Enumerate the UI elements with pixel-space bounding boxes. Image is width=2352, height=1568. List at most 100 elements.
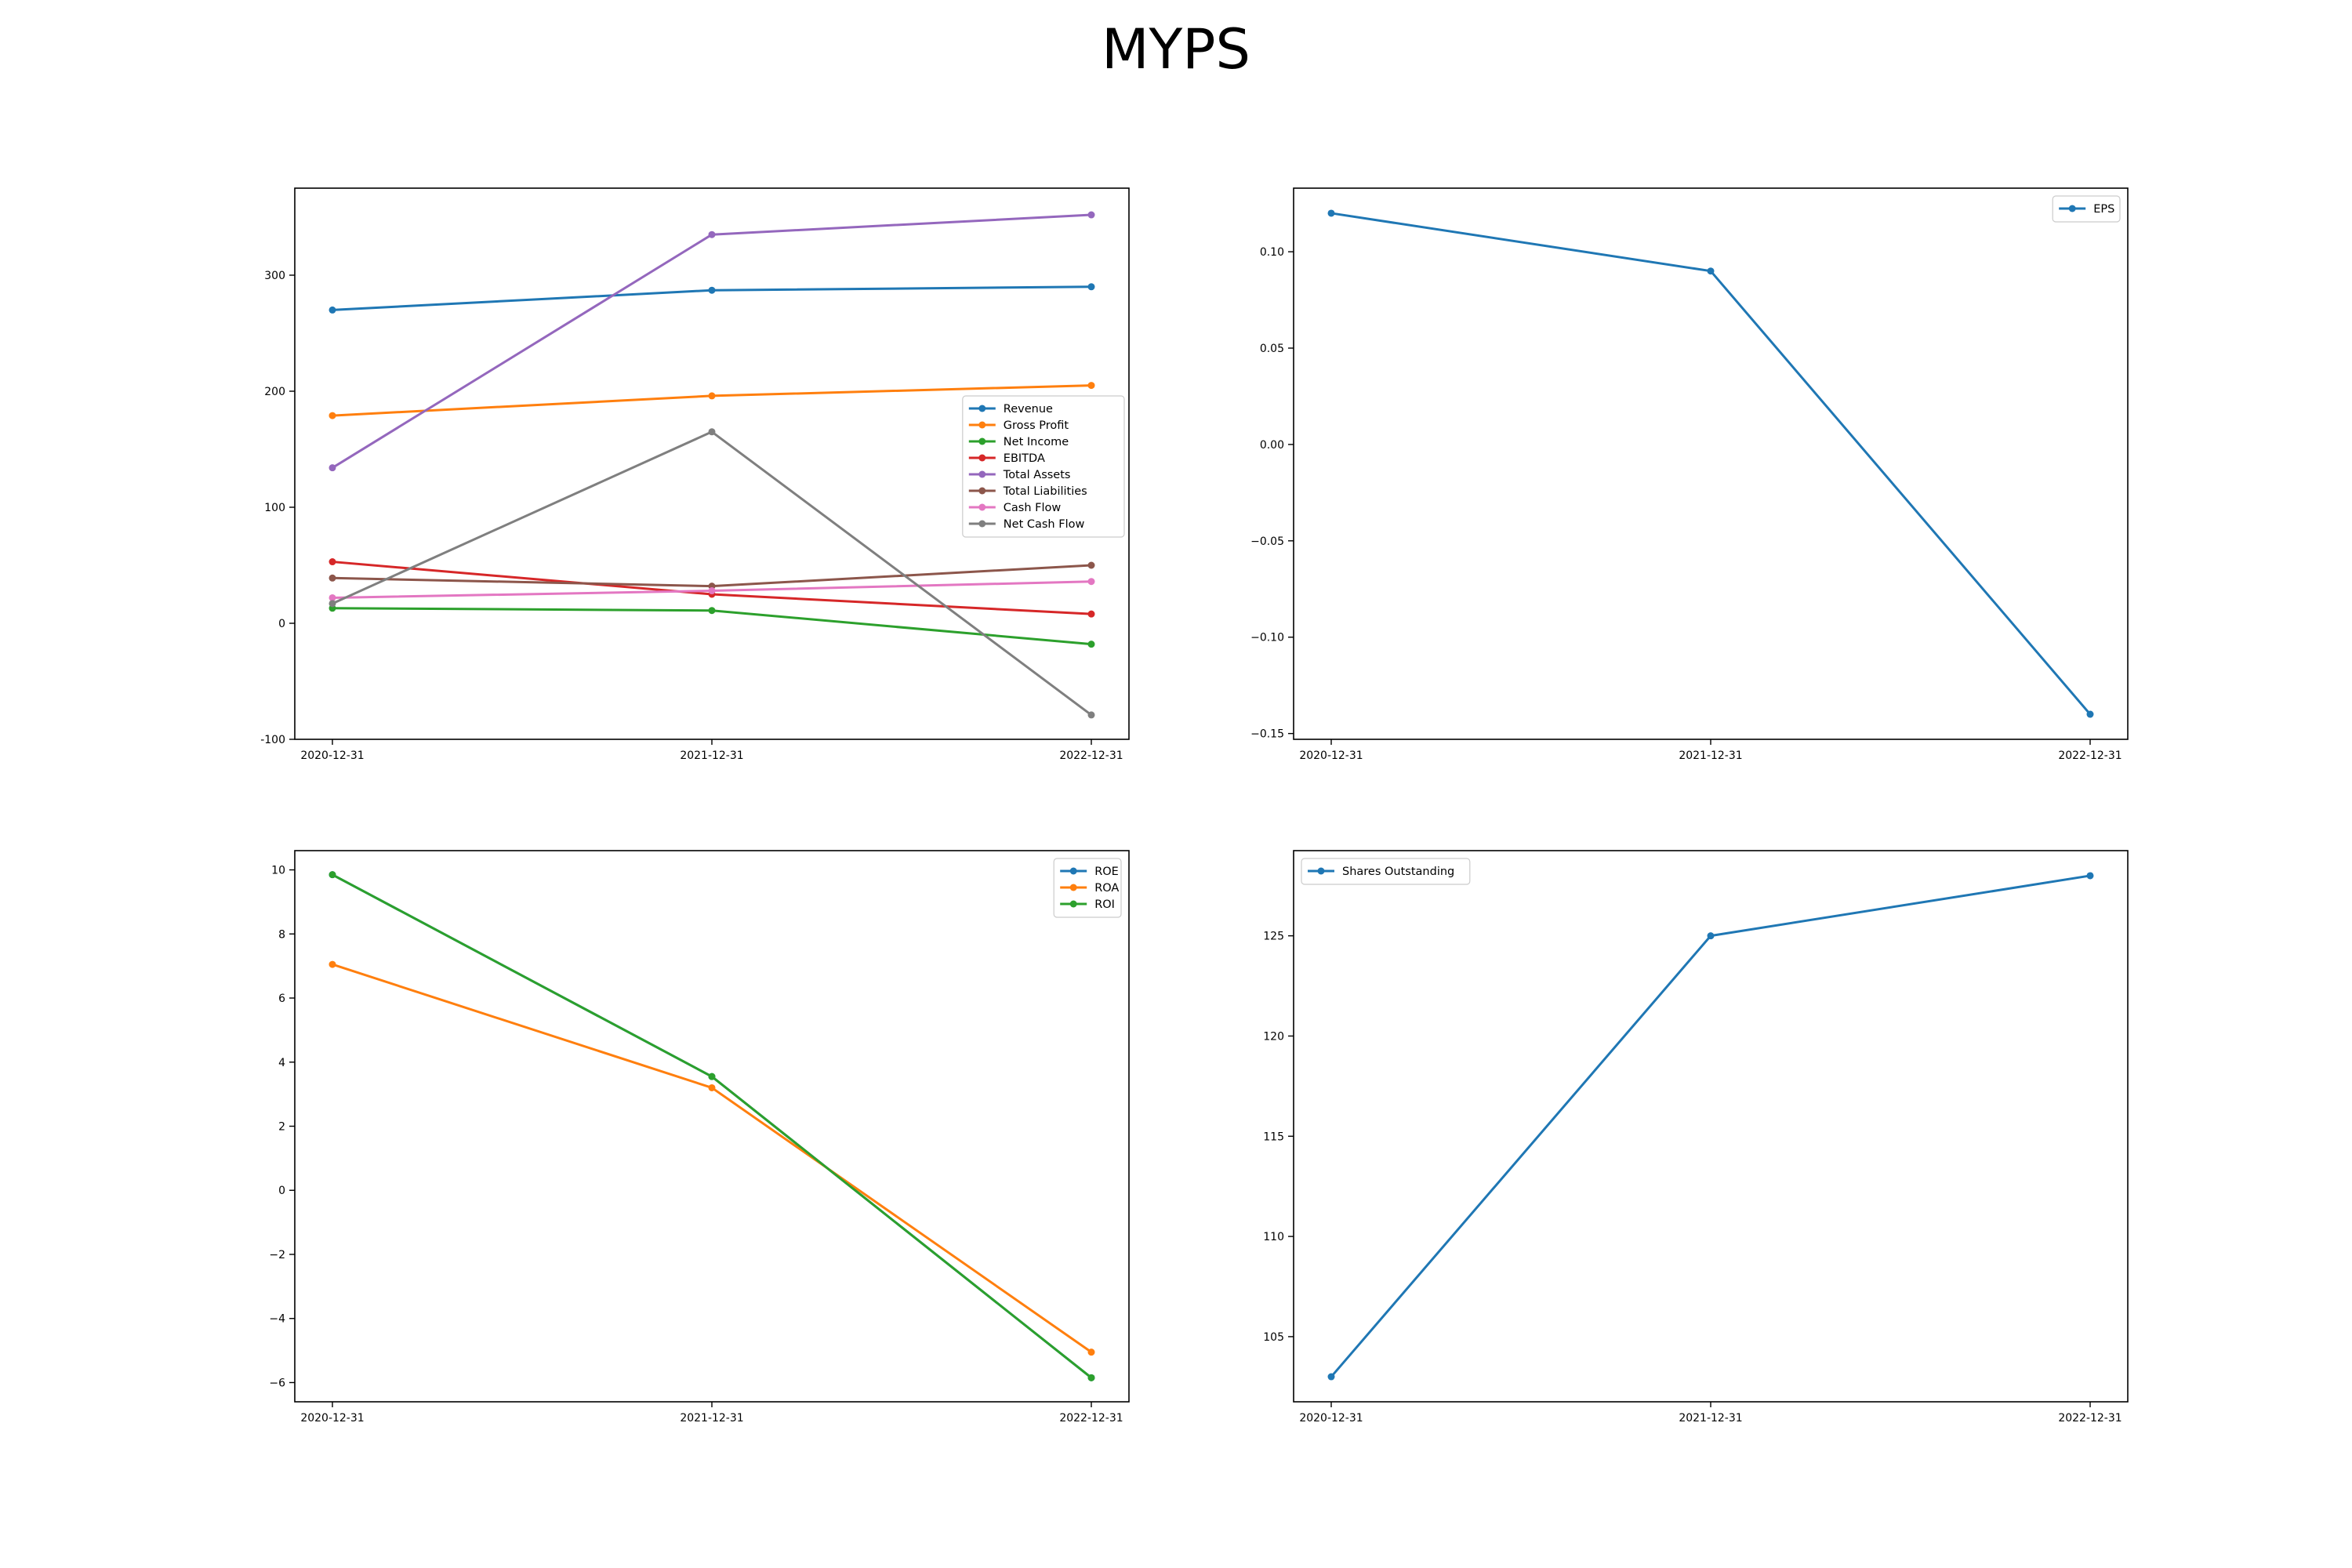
ratios-legend-label: ROA	[1094, 882, 1119, 895]
eps-x-tick-label: 2021-12-31	[1679, 750, 1742, 762]
financials-data-point	[1087, 211, 1095, 219]
eps-y-tick-label: 0.05	[1260, 343, 1284, 355]
financials-data-point	[708, 607, 716, 615]
shares-x-tick-label: 2020-12-31	[1299, 1412, 1363, 1425]
financials-legend-marker	[978, 487, 986, 495]
financials-data-point	[708, 230, 716, 238]
financials-data-point	[1087, 711, 1095, 719]
ratios-y-tick-label: −4	[269, 1313, 285, 1326]
financials-legend-label: Net Cash Flow	[1004, 518, 1085, 531]
financials-legend-label: Net Income	[1004, 436, 1069, 448]
financials-data-point	[328, 464, 336, 472]
shares-legend-marker	[1317, 867, 1325, 875]
shares-legend-box	[1301, 858, 1471, 885]
ratios-y-tick-label: 6	[278, 993, 285, 1005]
shares-y-tick-label: 115	[1263, 1131, 1284, 1143]
ratios-x-tick-label: 2021-12-31	[680, 1412, 743, 1425]
eps-data-point	[1327, 209, 1335, 217]
ratios-legend-marker	[1069, 900, 1077, 908]
ratios-y-tick-label: 0	[278, 1185, 285, 1197]
shares-series-line	[1330, 874, 2091, 1378]
financials-y-tick-label: 200	[264, 386, 285, 398]
shares-data-point	[1707, 932, 1715, 940]
financials-x-tick-label: 2022-12-31	[1059, 750, 1123, 762]
ratios-series-line	[332, 873, 1092, 1379]
ratios-data-point	[1087, 1374, 1095, 1381]
financials-data-point	[1087, 578, 1095, 586]
financials-legend-marker	[978, 454, 986, 462]
eps-legend: EPS	[2052, 195, 2121, 223]
financials-legend-box	[962, 395, 1125, 538]
ratios-x-tick-label: 2022-12-31	[1059, 1412, 1123, 1425]
financials-data-point	[708, 587, 716, 595]
financials-data-point	[1087, 561, 1095, 569]
ratios-x-tick-label: 2020-12-31	[300, 1412, 364, 1425]
shares-x-tick-label: 2022-12-31	[2058, 1412, 2122, 1425]
financials-data-point	[708, 286, 716, 294]
ratios-data-point	[328, 960, 336, 968]
ratios-data-point	[708, 1083, 716, 1091]
financials-data-point	[1087, 641, 1095, 648]
financials-legend-marker	[978, 470, 986, 478]
eps-data-point	[1707, 267, 1715, 275]
eps-series-line	[1330, 212, 2092, 716]
ratios-data-point	[708, 1073, 716, 1080]
shares-legend-label: Shares Outstanding	[1342, 866, 1454, 878]
eps-y-tick-label: 0.10	[1260, 246, 1284, 259]
eps-data-point	[2086, 710, 2094, 718]
ratios-data-point	[1087, 1348, 1095, 1356]
eps-plot: 2020-12-31 2021-12-31 2022-12-31 −0.15 −0.10…	[1250, 187, 2129, 762]
financials-legend-marker	[978, 437, 986, 445]
eps-legend-marker	[2068, 205, 2076, 212]
financials-legend-label: Total Liabilities	[1003, 485, 1087, 498]
ratios-y-tick-label: 2	[278, 1121, 285, 1134]
financials-data-point	[328, 558, 336, 566]
financials-y-tick-label: 0	[278, 618, 285, 630]
eps-legend-box	[2052, 195, 2121, 223]
financials-y-tick-label: -100	[260, 734, 285, 746]
shares-y-tick-label: 105	[1263, 1331, 1284, 1344]
eps-y-tick-label: 0.00	[1260, 439, 1284, 452]
shares-data-point	[1327, 1373, 1335, 1381]
financials-data-point	[328, 306, 336, 314]
eps-y-tick-label: −0.15	[1250, 728, 1284, 741]
ratios-y-tick-label: −6	[269, 1377, 285, 1389]
ratios-legend-marker	[1069, 867, 1077, 875]
financials-legend-marker	[978, 405, 986, 412]
financials-data-point	[328, 574, 336, 582]
ratios-axes-frame	[294, 850, 1130, 1403]
ratios-data-point	[328, 871, 336, 879]
financials-legend-marker	[978, 421, 986, 429]
financials-plot: 2020-12-31 2021-12-31 2022-12-31 -100 0 100 20…	[260, 187, 1130, 762]
financials-data-point	[708, 428, 716, 436]
financials-data-point	[1087, 382, 1095, 390]
financials-x-tick-label: 2021-12-31	[680, 750, 743, 762]
ratios-y-tick-label: −2	[269, 1249, 285, 1261]
financials-legend-marker	[978, 520, 986, 528]
ratios-legend: ROE ROA ROI	[1053, 858, 1122, 918]
ratios-y-tick-label: 4	[278, 1057, 285, 1069]
ratios-series-line	[332, 873, 1092, 1379]
shares-plot: 2020-12-31 2021-12-31 2022-12-31 105 110 115 1…	[1263, 850, 2129, 1425]
shares-y-tick-label: 125	[1263, 931, 1284, 943]
figure-title: MYPS	[1102, 17, 1250, 82]
financials-y-tick-label: 100	[264, 502, 285, 514]
ratios-legend-label: ROE	[1094, 866, 1119, 878]
financials-legend-marker	[978, 503, 986, 511]
ratios-plot: 2020-12-31 2021-12-31 2022-12-31 −6 −4 −2 0 2 4 6…	[269, 850, 1130, 1425]
shares-x-tick-label: 2021-12-31	[1679, 1412, 1742, 1425]
eps-y-tick-label: −0.10	[1250, 632, 1284, 644]
ratios-legend-label: ROI	[1094, 898, 1115, 911]
shares-legend: Shares Outstanding	[1301, 858, 1471, 885]
financials-data-point	[708, 392, 716, 400]
financials-legend: Revenue Gross Profit Net Income EBITDA Total…	[962, 395, 1125, 538]
financials-y-tick-label: 300	[264, 270, 285, 282]
ratios-y-tick-label: 8	[278, 928, 285, 941]
ratios-y-tick-label: 10	[271, 865, 285, 877]
eps-x-tick-label: 2022-12-31	[2058, 750, 2122, 762]
financials-legend-label: EBITDA	[1004, 452, 1045, 465]
shares-y-tick-label: 120	[1263, 1030, 1284, 1043]
financials-legend-label: Cash Flow	[1004, 502, 1062, 514]
financials-legend-label: Revenue	[1004, 403, 1053, 416]
